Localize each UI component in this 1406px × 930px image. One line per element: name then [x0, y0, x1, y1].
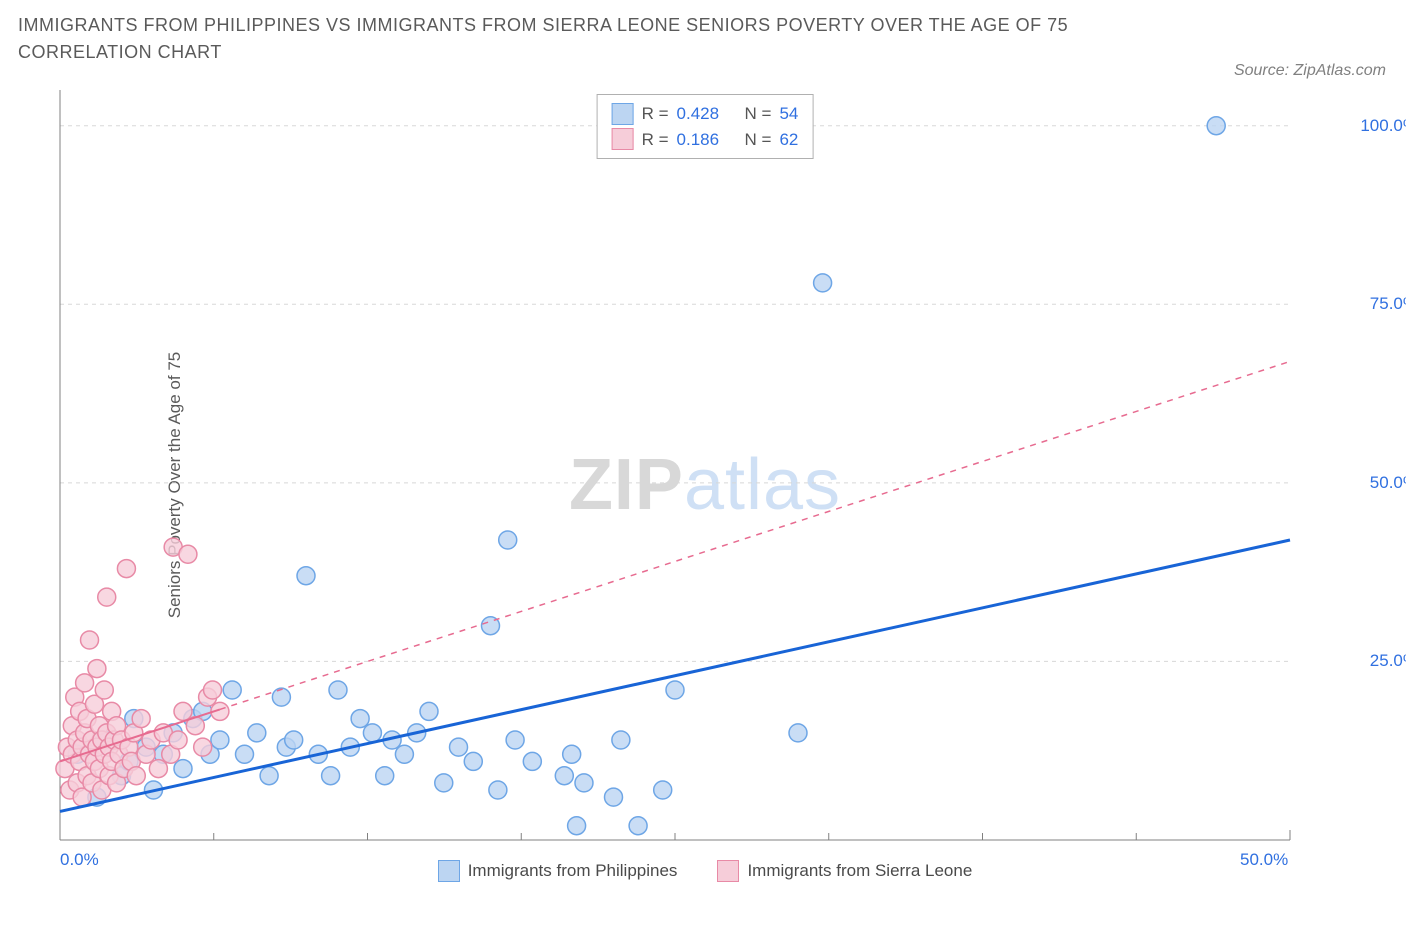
legend-r-value: 0.428 [677, 101, 720, 127]
legend-n-label: N = [745, 101, 772, 127]
x-tick-label: 50.0% [1240, 850, 1288, 870]
y-tick-label: 75.0% [1370, 294, 1406, 314]
legend-box: R = 0.428 N = 54 R = 0.186 N = 62 [597, 94, 814, 159]
legend-n-value: 54 [779, 101, 798, 127]
x-tick-label: 0.0% [60, 850, 99, 870]
bottom-legend-label: Immigrants from Philippines [468, 861, 678, 881]
legend-swatch [612, 103, 634, 125]
chart-source: Source: ZipAtlas.com [1234, 62, 1386, 80]
legend-r-label: R = [642, 127, 669, 153]
legend-row: R = 0.428 N = 54 [612, 101, 799, 127]
legend-r-label: R = [642, 101, 669, 127]
scatter-plot [50, 90, 1360, 880]
y-tick-label: 100.0% [1360, 116, 1406, 136]
legend-swatch [717, 860, 739, 882]
y-tick-label: 25.0% [1370, 651, 1406, 671]
bottom-legend-item: Immigrants from Philippines [438, 860, 678, 882]
legend-n-value: 62 [779, 127, 798, 153]
bottom-legend-label: Immigrants from Sierra Leone [747, 861, 972, 881]
legend-swatch [438, 860, 460, 882]
chart-title: IMMIGRANTS FROM PHILIPPINES VS IMMIGRANT… [18, 12, 1118, 66]
bottom-legend: Immigrants from Philippines Immigrants fr… [50, 860, 1360, 882]
bottom-legend-item: Immigrants from Sierra Leone [717, 860, 972, 882]
legend-r-value: 0.186 [677, 127, 720, 153]
chart-area: Seniors Poverty Over the Age of 75 ZIPat… [50, 90, 1360, 880]
y-tick-label: 50.0% [1370, 473, 1406, 493]
legend-row: R = 0.186 N = 62 [612, 127, 799, 153]
legend-n-label: N = [745, 127, 772, 153]
legend-swatch [612, 128, 634, 150]
